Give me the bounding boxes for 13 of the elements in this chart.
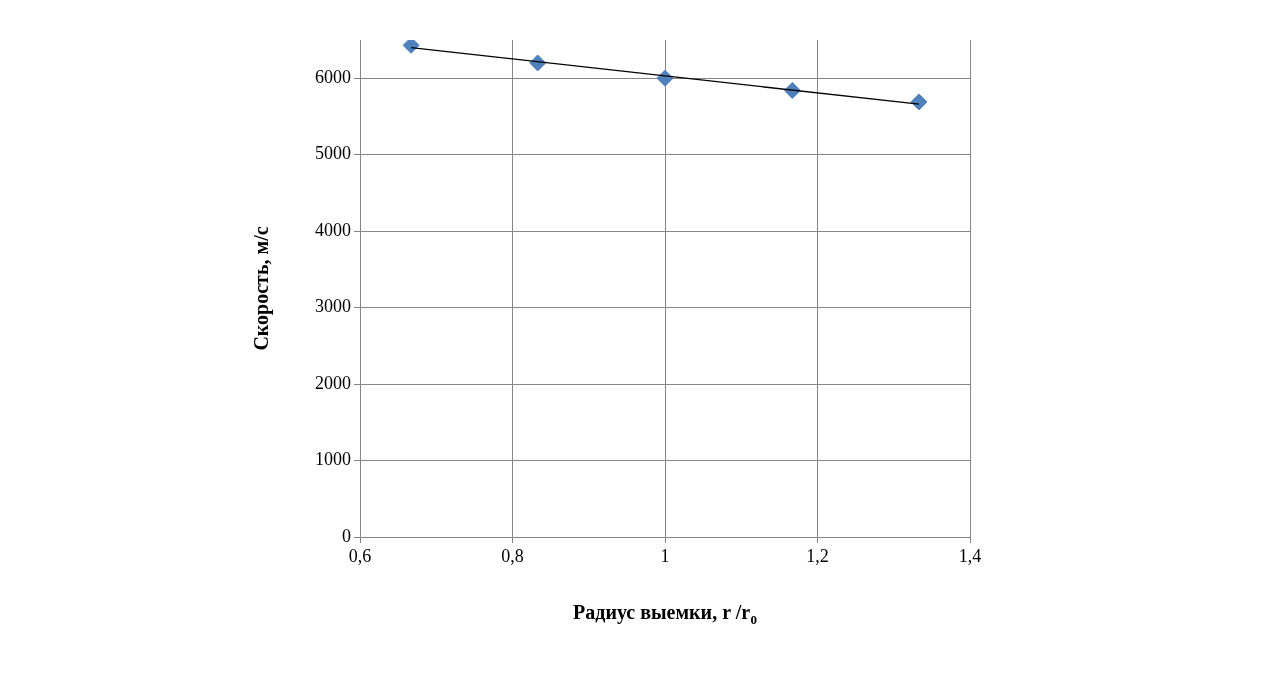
y-tick-label: 4000	[315, 219, 351, 240]
x-tick-label: 0,8	[501, 545, 524, 566]
x-tick-label: 0,6	[348, 545, 372, 566]
y-axis-title: Скорость, м/с	[250, 226, 273, 351]
x-tick-label: 1	[660, 545, 670, 566]
y-tick-label: 6000	[315, 66, 351, 87]
x-tick-label: 1,4	[958, 545, 982, 566]
y-tick-label: 0	[342, 525, 351, 546]
y-tick-label: 1000	[315, 449, 351, 470]
y-tick-label: 5000	[315, 143, 351, 164]
y-tick-label: 2000	[315, 372, 351, 393]
x-tick-label: 1,2	[806, 545, 829, 566]
y-tick-label: 3000	[315, 296, 351, 317]
